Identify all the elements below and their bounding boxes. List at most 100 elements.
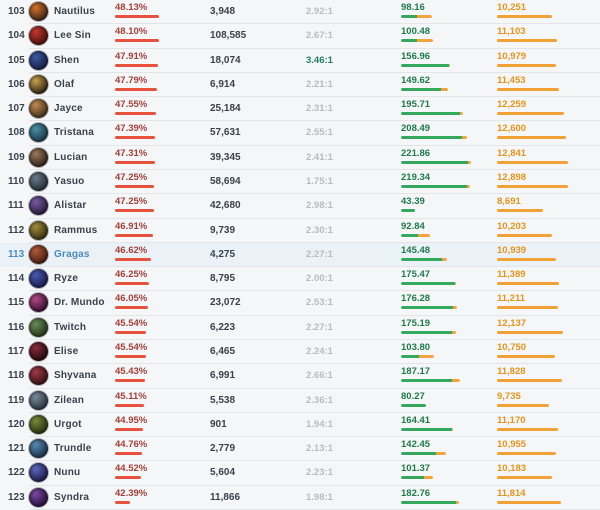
minions-killed-cell: 176.28 xyxy=(401,294,457,314)
champion-name-link[interactable]: Jayce xyxy=(54,103,83,115)
minions-killed-value: 142.45 xyxy=(401,439,431,451)
rank-cell: 122 xyxy=(8,467,25,479)
table-row[interactable]: 112 Rammus 46.91% 9,739 2.30:1 92.84 10,… xyxy=(0,218,600,244)
jungle-minions-bar-segment xyxy=(417,15,432,18)
champion-name-link[interactable]: Dr. Mundo xyxy=(54,297,105,309)
kda-ratio-cell: 1.98:1 xyxy=(306,491,333,503)
minions-killed-cell: 98.16 xyxy=(401,3,432,23)
table-row[interactable]: 106 Olaf 47.79% 6,914 2.21:1 149.62 11,4… xyxy=(0,72,600,98)
win-rate-value: 46.62% xyxy=(115,244,148,256)
jungle-minions-bar-segment xyxy=(453,306,457,310)
table-row[interactable]: 110 Yasuo 47.25% 58,694 1.75:1 219.34 12… xyxy=(0,169,600,195)
games-played-cell: 4,275 xyxy=(210,248,236,260)
win-rate-cell: 44.76% xyxy=(115,440,147,460)
champion-name-link[interactable]: Yasuo xyxy=(54,175,85,187)
games-played-cell: 58,694 xyxy=(210,175,241,187)
champion-name-link[interactable]: Elise xyxy=(54,345,79,357)
champion-name-link[interactable]: Urgot xyxy=(54,418,82,430)
champion-name-link[interactable]: Tristana xyxy=(54,127,94,139)
table-row[interactable]: 111 Alistar 47.25% 42,680 2.98:1 43.39 8… xyxy=(0,194,600,219)
champion-name-link[interactable]: Alistar xyxy=(54,200,87,212)
table-row[interactable]: 120 Urgot 44.95% 901 1.94:1 164.41 11,17… xyxy=(0,412,600,438)
champion-icon xyxy=(29,74,48,94)
minions-killed-cell: 103.80 xyxy=(401,342,434,363)
champion-icon xyxy=(29,317,48,337)
minions-killed-value: 156.96 xyxy=(401,50,431,62)
games-played-cell: 3,948 xyxy=(210,6,236,17)
gold-earned-value: 11,453 xyxy=(497,74,526,86)
gold-earned-bar xyxy=(497,160,568,164)
table-row[interactable]: 104 Lee Sin 48.10% 108,585 2.67:1 100.48… xyxy=(0,24,600,49)
gold-earned-bar xyxy=(497,87,560,91)
champion-name-link[interactable]: Lee Sin xyxy=(54,30,91,42)
champion-icon xyxy=(29,487,48,507)
gold-earned-cell: 12,600 xyxy=(497,124,567,144)
gold-earned-value: 9,735 xyxy=(497,390,521,402)
table-row[interactable]: 107 Jayce 47.55% 25,184 2.31:1 195.71 12… xyxy=(0,97,600,122)
gold-earned-bar xyxy=(497,184,568,188)
win-rate-value: 46.91% xyxy=(115,220,148,232)
gold-earned-cell: 10,251 xyxy=(497,2,552,23)
champion-name-link[interactable]: Twitch xyxy=(54,321,87,333)
minions-killed-bar xyxy=(401,112,463,116)
minions-killed-bar xyxy=(401,209,415,213)
games-played-cell: 108,585 xyxy=(210,30,247,42)
table-row[interactable]: 105 Shen 47.91% 18,074 3.46:1 156.96 10,… xyxy=(0,48,600,74)
table-row[interactable]: 119 Zilean 45.11% 5,538 2.36:1 80.27 9,7… xyxy=(0,388,600,414)
lane-minions-bar-segment xyxy=(401,282,455,286)
jungle-minions-bar-segment xyxy=(467,184,471,188)
table-row[interactable]: 109 Lucian 47.31% 39,345 2.41:1 221.86 1… xyxy=(0,145,600,171)
games-played-cell: 2,779 xyxy=(210,443,236,455)
win-rate-bar xyxy=(115,15,159,18)
champion-name-link[interactable]: Gragas xyxy=(54,248,90,260)
table-row[interactable]: 121 Trundle 44.76% 2,779 2.13:1 142.45 1… xyxy=(0,437,600,462)
champion-name-link[interactable]: Shyvana xyxy=(54,370,97,382)
minions-killed-value: 149.62 xyxy=(401,74,431,86)
kda-ratio-cell: 2.67:1 xyxy=(306,30,333,42)
table-row[interactable]: 108 Tristana 47.39% 57,631 2.55:1 208.49… xyxy=(0,121,600,146)
table-row[interactable]: 117 Elise 45.54% 6,465 2.24:1 103.80 10,… xyxy=(0,339,600,365)
table-row[interactable]: 103 Nautilus 48.13% 3,948 2.92:1 98.16 1… xyxy=(0,0,600,25)
win-rate-cell: 45.43% xyxy=(115,367,147,387)
champion-name-link[interactable]: Rammus xyxy=(54,224,98,236)
champion-name-link[interactable]: Trundle xyxy=(54,443,92,455)
table-row[interactable]: 122 Nunu 44.52% 5,604 2.23:1 101.37 10,1… xyxy=(0,461,600,486)
gold-earned-cell: 10,955 xyxy=(497,440,557,460)
gold-earned-value: 11,211 xyxy=(497,293,526,305)
gold-earned-value: 10,939 xyxy=(497,244,527,256)
champion-name-link[interactable]: Olaf xyxy=(54,78,75,90)
minions-killed-bar xyxy=(401,330,457,334)
kda-ratio-cell: 2.66:1 xyxy=(306,370,333,382)
minions-killed-cell: 145.48 xyxy=(401,245,447,266)
minions-killed-cell: 100.48 xyxy=(401,27,433,47)
win-rate-cell: 44.95% xyxy=(115,415,147,436)
champion-icon xyxy=(29,439,48,459)
rank-cell: 119 xyxy=(8,394,25,406)
champion-name-link[interactable]: Nautilus xyxy=(54,6,96,17)
minions-killed-cell: 187.17 xyxy=(401,367,460,387)
champion-icon xyxy=(29,293,48,313)
rank-cell: 109 xyxy=(8,151,25,163)
table-row[interactable]: 123 Syndra 42.39% 11,866 1.98:1 182.76 1… xyxy=(0,485,600,510)
win-rate-cell: 46.62% xyxy=(115,244,152,266)
win-rate-bar xyxy=(115,379,146,383)
win-rate-bar xyxy=(115,209,155,213)
table-row[interactable]: 116 Twitch 45.54% 6,223 2.27:1 175.19 12… xyxy=(0,315,600,341)
table-row[interactable]: 114 Ryze 46.25% 8,795 2.00:1 175.47 11,3… xyxy=(0,267,600,292)
games-played-cell: 5,604 xyxy=(210,467,236,479)
champion-name-link[interactable]: Syndra xyxy=(54,491,90,503)
champion-name-link[interactable]: Zilean xyxy=(54,394,85,406)
games-played-cell: 18,074 xyxy=(210,54,241,66)
champion-name-link[interactable]: Nunu xyxy=(54,467,81,479)
rank-cell: 116 xyxy=(8,321,25,333)
gold-earned-value: 10,251 xyxy=(497,2,527,13)
table-row[interactable]: 118 Shyvana 45.43% 6,991 2.66:1 187.17 1… xyxy=(0,364,600,389)
champion-name-link[interactable]: Lucian xyxy=(54,151,88,163)
champion-name-link[interactable]: Ryze xyxy=(54,273,79,285)
win-rate-cell: 45.54% xyxy=(115,342,147,363)
win-rate-cell: 45.11% xyxy=(115,391,147,412)
table-row[interactable]: 115 Dr. Mundo 46.05% 23,072 2.53:1 176.2… xyxy=(0,291,600,316)
table-row[interactable]: 113 Gragas 46.62% 4,275 2.27:1 145.48 10… xyxy=(0,242,600,268)
minions-killed-bar xyxy=(401,476,433,480)
champion-name-link[interactable]: Shen xyxy=(54,54,80,66)
